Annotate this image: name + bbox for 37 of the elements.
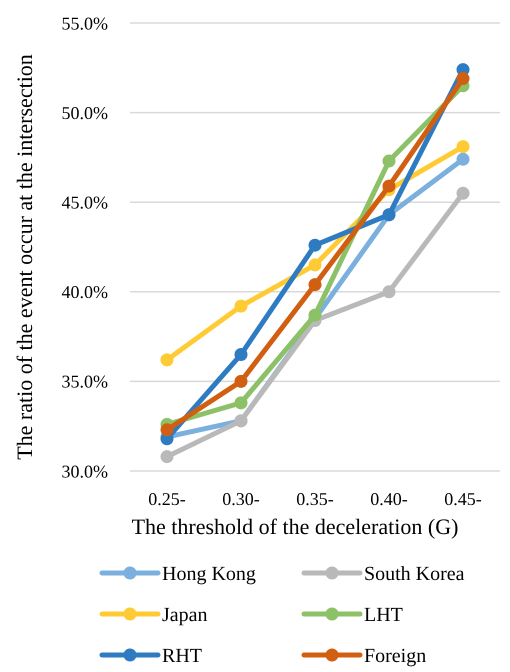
x-tick-label: 0.40- xyxy=(370,489,408,509)
y-tick-label: 30.0% xyxy=(62,461,108,482)
point xyxy=(456,152,470,166)
point xyxy=(160,450,174,464)
point xyxy=(234,374,248,388)
point xyxy=(160,423,174,436)
legend-label: RHT xyxy=(162,645,202,667)
x-tick-label: 0.35- xyxy=(296,489,334,509)
point xyxy=(308,308,322,322)
point xyxy=(456,186,470,200)
point xyxy=(234,348,248,362)
point xyxy=(382,180,396,193)
x-tick-label: 0.30- xyxy=(222,489,260,509)
point xyxy=(308,258,322,272)
y-axis-title: The ratio of the event occur at the intersection xyxy=(12,54,37,460)
point xyxy=(456,72,470,86)
y-tick-label: 40.0% xyxy=(62,282,108,302)
legend-label: South Korea xyxy=(364,563,465,585)
x-tick-label: 0.45- xyxy=(444,489,482,509)
x-tick-label: 0.25- xyxy=(148,489,186,509)
point xyxy=(234,300,248,313)
point xyxy=(160,353,174,366)
legend-label: Hong Kong xyxy=(162,563,256,585)
point xyxy=(456,140,470,154)
y-tick-label: 45.0% xyxy=(62,192,108,212)
x-axis-title: The threshold of the deceleration (G) xyxy=(132,514,458,539)
y-tick-label: 55.0% xyxy=(62,13,108,34)
legend-label: Foreign xyxy=(364,645,426,667)
point xyxy=(234,396,248,410)
y-tick-label: 50.0% xyxy=(62,102,108,123)
y-tick-label: 35.0% xyxy=(62,372,108,392)
legend-label: LHT xyxy=(364,604,403,626)
point xyxy=(382,154,396,168)
point xyxy=(308,278,322,292)
legend-label: Japan xyxy=(162,604,208,626)
point xyxy=(308,238,322,252)
point xyxy=(382,285,396,298)
